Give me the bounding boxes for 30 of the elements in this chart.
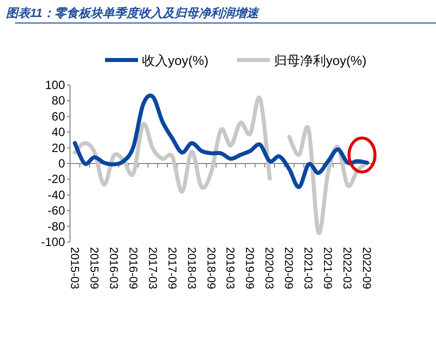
y-tick-label: -60 xyxy=(48,204,66,218)
x-tick-label: 2022-03 xyxy=(340,247,353,290)
x-tick-label: 2019-03 xyxy=(224,247,236,290)
y-tick-label: 60 xyxy=(52,109,66,124)
x-tick-label: 2016-09 xyxy=(126,247,138,290)
x-tick-label: 2019-09 xyxy=(243,247,256,290)
y-tick-label: 40 xyxy=(52,125,66,140)
legend-label: 归母净利yoy(%) xyxy=(274,53,366,68)
y-tick-label: 100 xyxy=(44,78,66,92)
x-tick-label: 2020-03 xyxy=(262,247,275,290)
y-tick-label: -40 xyxy=(48,188,66,202)
y-tick-label: -20 xyxy=(48,172,66,186)
y-tick-label: 80 xyxy=(52,94,66,108)
x-tick-label: 2022-09 xyxy=(360,247,372,290)
y-tick-label: -80 xyxy=(48,219,66,234)
x-tick-label: 2021-09 xyxy=(321,247,334,290)
x-tick-label: 2018-09 xyxy=(204,247,216,290)
x-tick-label: 2015-09 xyxy=(87,247,100,290)
y-tick-label: -100 xyxy=(40,235,66,249)
title: 图表11：零食板块单季度收入及归母净利润增速 xyxy=(6,6,258,20)
x-tick-label: 2016-03 xyxy=(106,247,119,290)
x-tick-label: 2021-03 xyxy=(302,247,314,290)
x-tick-label: 2020-09 xyxy=(282,247,294,290)
y-tick-label: 0 xyxy=(58,156,66,170)
x-tick-label: 2017-03 xyxy=(146,247,158,290)
x-tick-label: 2018-03 xyxy=(184,247,197,290)
legend-label: 收入yoy(%) xyxy=(142,53,208,68)
y-tick-label: 20 xyxy=(52,140,66,155)
x-tick-label: 2017-09 xyxy=(165,247,178,290)
x-tick-label: 2015-03 xyxy=(68,247,80,290)
